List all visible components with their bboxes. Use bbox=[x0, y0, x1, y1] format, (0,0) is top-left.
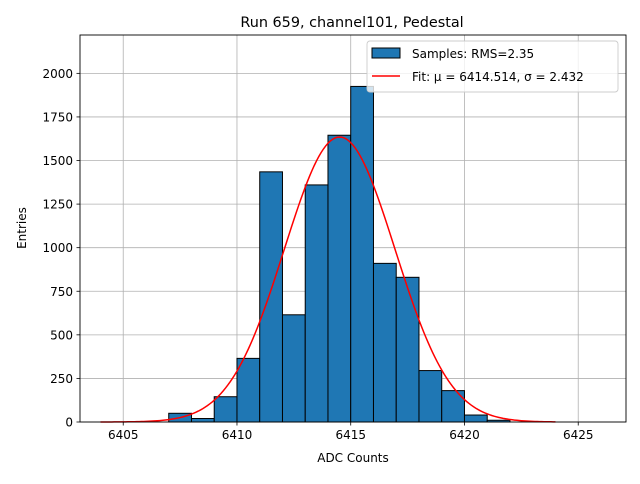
histogram-bar bbox=[327, 134, 352, 423]
histogram-bar bbox=[213, 396, 238, 423]
chart-title: Run 659, channel101, Pedestal bbox=[240, 15, 463, 31]
x-tick-label: 6405 bbox=[108, 428, 139, 442]
legend: Samples: RMS=2.35 Fit: μ = 6414.514, σ =… bbox=[366, 40, 619, 93]
histogram-bar bbox=[372, 262, 397, 423]
histogram-bar bbox=[395, 276, 420, 423]
y-tick-label: 1250 bbox=[42, 198, 73, 212]
histogram-bar bbox=[463, 414, 488, 423]
x-axis-label: ADC Counts bbox=[317, 451, 389, 465]
x-axis-ticks: 6405 6410 6415 6420 6425 bbox=[108, 422, 594, 442]
legend-fit-label: Fit: μ = 6414.514, σ = 2.432 bbox=[412, 70, 584, 84]
y-tick-label: 0 bbox=[65, 416, 73, 430]
y-tick-label: 1000 bbox=[42, 241, 73, 255]
y-tick-label: 1500 bbox=[42, 154, 73, 168]
y-tick-label: 500 bbox=[50, 328, 73, 342]
fit-curve bbox=[100, 136, 556, 423]
x-tick-label: 6410 bbox=[222, 428, 253, 442]
x-tick-label: 6420 bbox=[449, 428, 480, 442]
y-tick-label: 2000 bbox=[42, 67, 73, 81]
y-tick-label: 250 bbox=[50, 372, 73, 386]
histogram-bar bbox=[281, 314, 306, 423]
x-tick-label: 6415 bbox=[335, 428, 366, 442]
histogram-bar bbox=[236, 357, 261, 423]
fit-curve-layer bbox=[100, 136, 556, 423]
histogram-bar bbox=[190, 418, 215, 423]
legend-histogram-swatch bbox=[371, 47, 401, 59]
legend-box bbox=[366, 40, 619, 93]
legend-histogram-label: Samples: RMS=2.35 bbox=[412, 47, 534, 61]
y-tick-label: 750 bbox=[50, 285, 73, 299]
histogram-bar bbox=[259, 171, 283, 423]
y-axis-label: Entries bbox=[15, 207, 29, 249]
histogram-bar bbox=[304, 184, 329, 423]
y-axis-ticks: 0 250 500 750 1000 1250 1500 1750 2000 bbox=[42, 67, 80, 430]
histogram-bar bbox=[350, 85, 374, 423]
y-tick-label: 1750 bbox=[42, 110, 73, 124]
histogram-bar bbox=[418, 370, 443, 423]
x-tick-label: 6425 bbox=[563, 428, 594, 442]
plot-frame bbox=[79, 34, 627, 423]
